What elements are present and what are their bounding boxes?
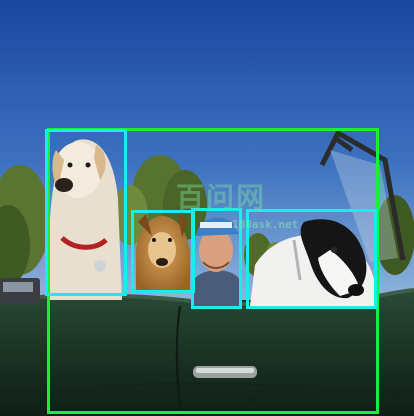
windshield — [319, 129, 406, 261]
car-body — [0, 290, 414, 416]
man-in-cap — [194, 217, 240, 306]
white-labrador — [50, 139, 122, 300]
black-white-dog — [250, 219, 376, 306]
watermark-title: 百问网 — [176, 181, 267, 214]
golden-dog — [136, 214, 190, 292]
watermark-url: 100ask.net — [232, 218, 299, 231]
